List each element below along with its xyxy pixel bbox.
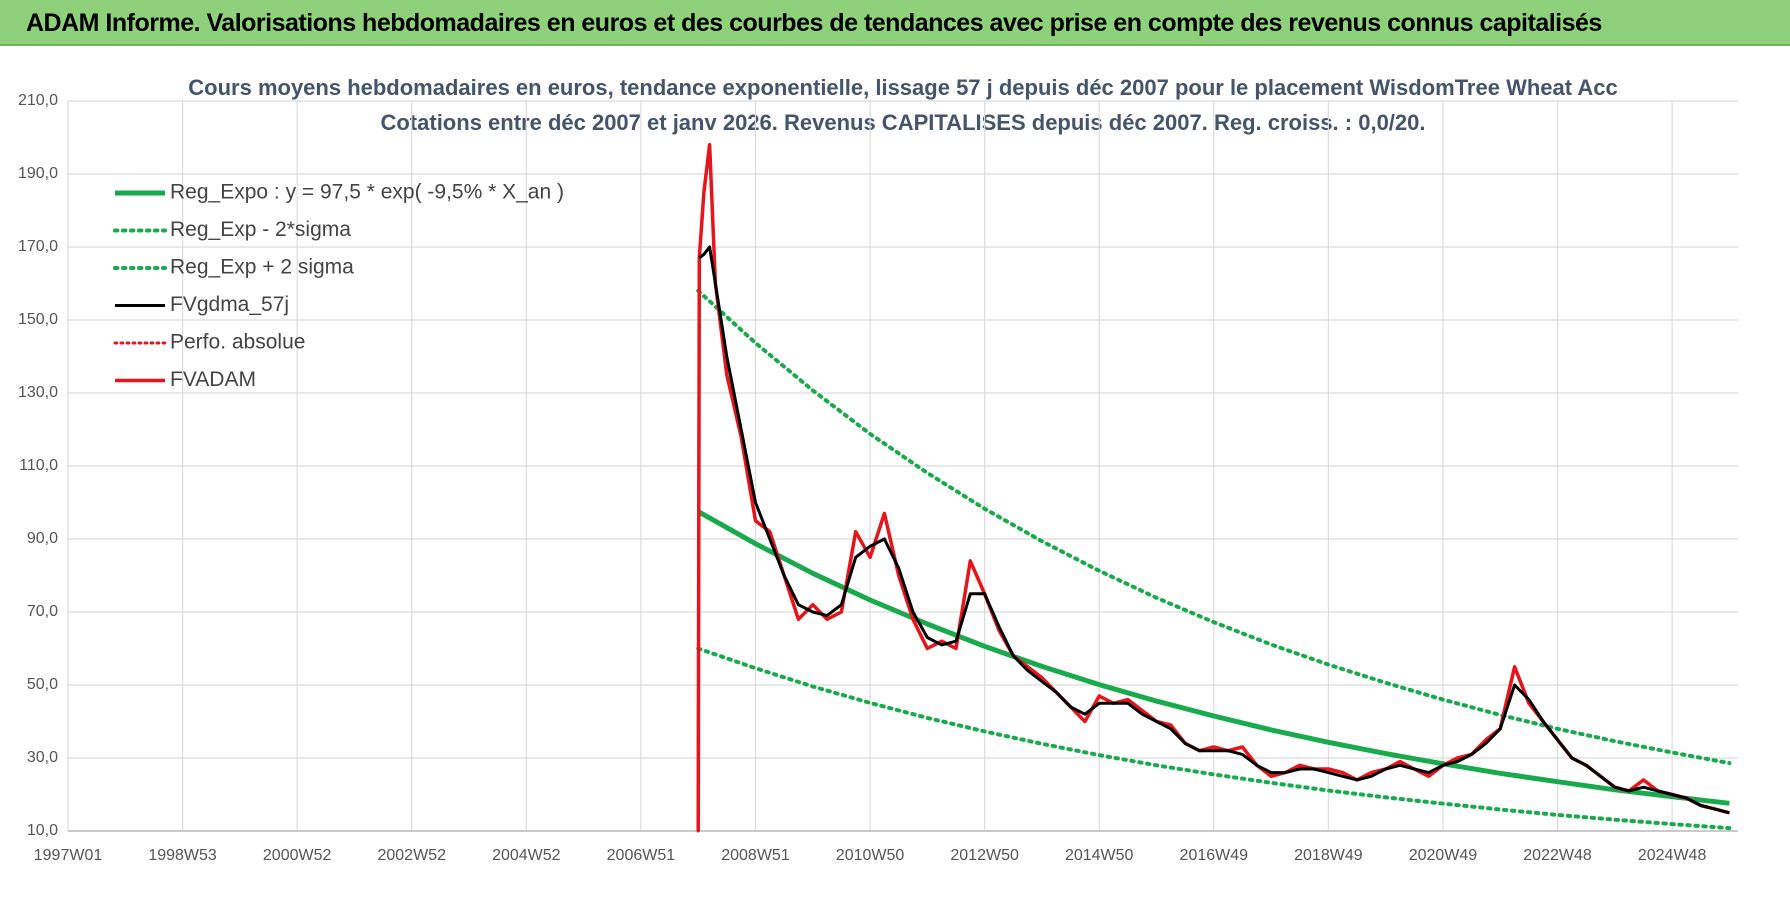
x-tick-label: 2012W50 [950,847,1019,864]
chart-title: Cours moyens hebdomadaires en euros, ten… [188,75,1617,100]
x-tick-label: 1997W01 [34,847,103,864]
y-tick-label: 190,0 [18,165,58,182]
x-tick-label: 2010W50 [836,847,905,864]
y-tick-label: 50,0 [27,676,58,693]
y-tick-label: 30,0 [27,749,58,766]
x-tick-label: 2014W50 [1065,847,1134,864]
x-tick-label: 1998W53 [148,847,217,864]
legend-label: FVgdma_57j [170,293,289,316]
legend-label: Reg_Exp + 2 sigma [170,256,354,279]
series-line [698,245,1730,815]
y-tick-label: 130,0 [18,384,58,401]
x-tick-label: 2008W51 [721,847,790,864]
legend-label: Reg_Exp - 2*sigma [170,218,351,241]
x-tick-label: 2002W52 [377,847,446,864]
x-tick-label: 2020W49 [1409,847,1478,864]
grid [67,100,1738,832]
chart: Cours moyens hebdomadaires en euros, ten… [18,75,1738,864]
y-tick-label: 90,0 [27,530,58,547]
x-tick-label: 2016W49 [1180,847,1249,864]
chart-subtitle: Cotations entre déc 2007 et janv 2026. R… [380,110,1425,135]
legend-label: Perfo. absolue [170,331,305,354]
header: ADAM Informe. Valorisations hebdomadaire… [0,0,1790,46]
legend-label: Reg_Expo : y = 97,5 * exp( -9,5% * X_an … [170,181,564,204]
y-tick-label: 70,0 [27,603,58,620]
x-tick-label: 2022W48 [1523,847,1592,864]
x-tick-label: 2004W52 [492,847,561,864]
series-line [696,509,1730,806]
y-tick-label: 170,0 [18,238,58,255]
y-tick-label: 110,0 [19,457,58,474]
y-tick-label: 10,0 [27,822,58,839]
x-tick-label: 2000W52 [263,847,332,864]
header-title: ADAM Informe. Valorisations hebdomadaire… [26,9,1602,37]
legend-label: FVADAM [170,368,256,391]
x-tick-label: 2024W48 [1638,847,1707,864]
x-tick-label: 2006W51 [607,847,676,864]
series-line [696,646,1732,831]
series-line [696,288,1732,766]
x-tick-label: 2018W49 [1294,847,1363,864]
y-tick-label: 210,0 [18,92,58,109]
y-tick-label: 150,0 [18,311,58,328]
